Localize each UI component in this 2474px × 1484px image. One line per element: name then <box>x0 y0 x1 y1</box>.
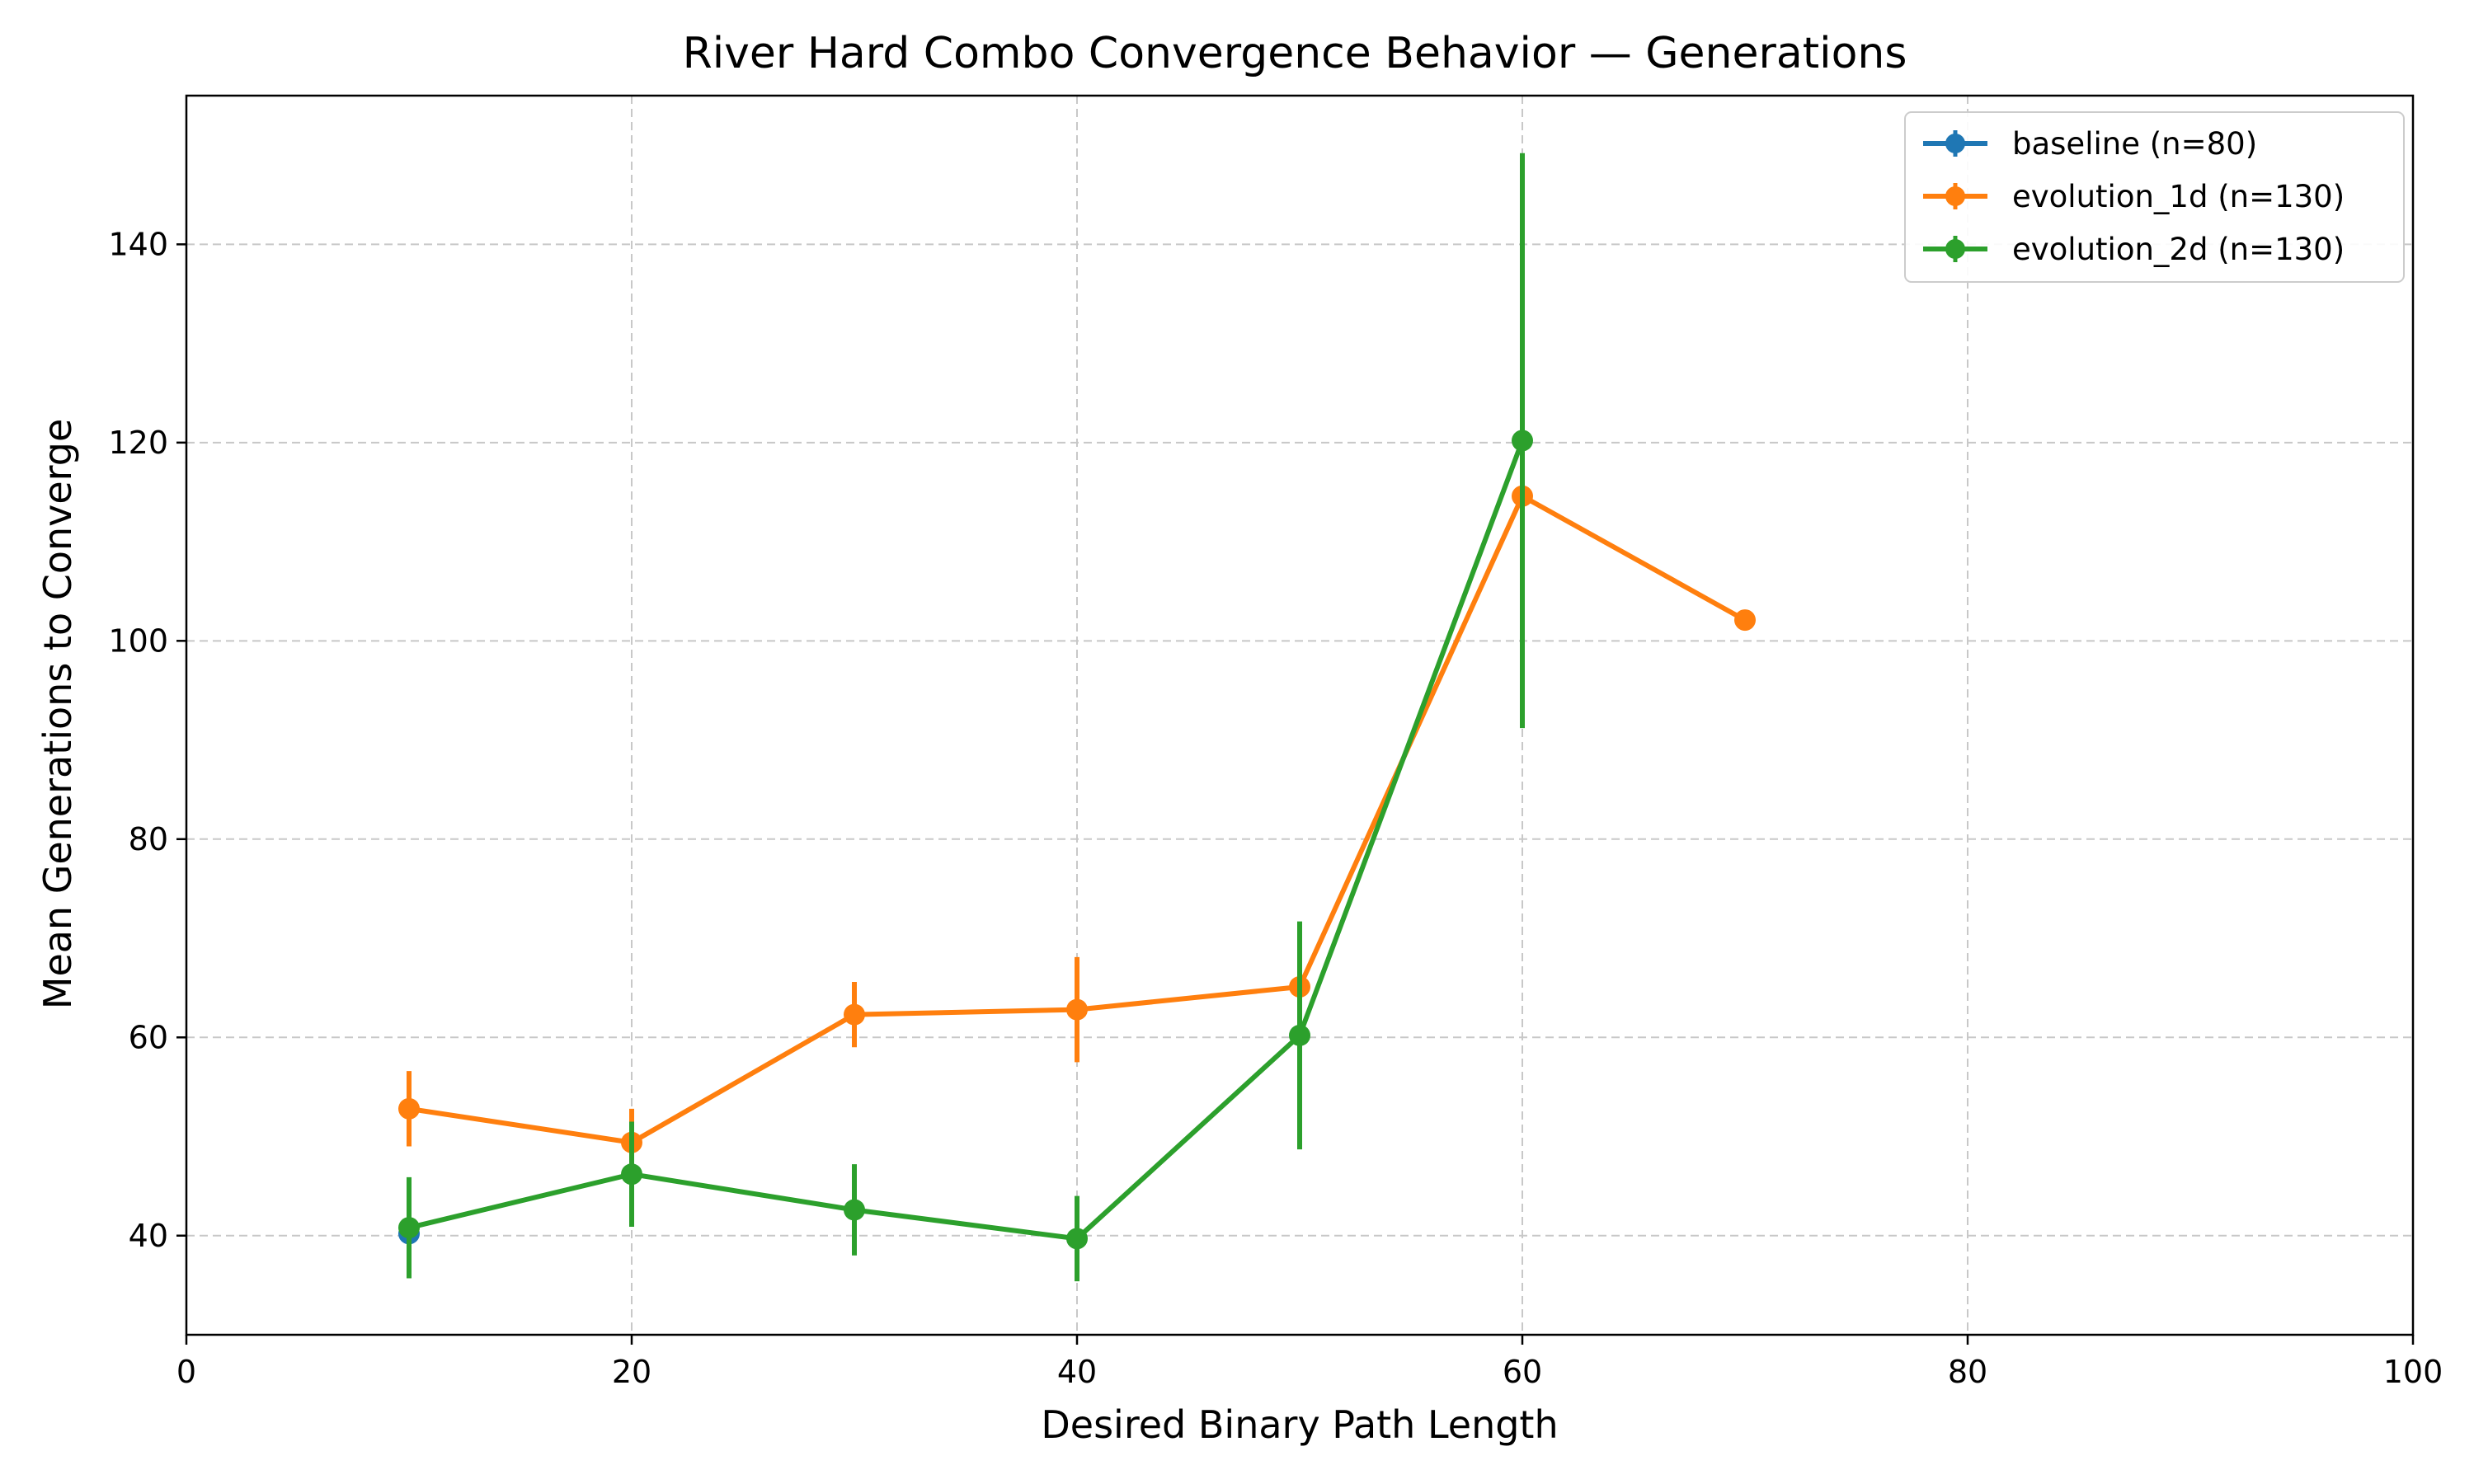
data-point <box>621 1163 642 1186</box>
grid-layer <box>186 96 2413 1335</box>
legend-marker <box>1945 239 1965 259</box>
x-axis-label: Desired Binary Path Length <box>1041 1402 1558 1447</box>
legend-marker <box>1945 186 1965 206</box>
data-point <box>398 1097 420 1120</box>
legend-item: evolution_2d (n=130) <box>1923 232 2345 267</box>
x-tick-label: 100 <box>2383 1354 2443 1390</box>
x-tick-label: 20 <box>612 1354 651 1390</box>
data-point <box>844 1199 865 1221</box>
y-tick-label: 100 <box>108 622 168 659</box>
x-tick-label: 80 <box>1948 1354 1987 1390</box>
y-tick-label: 60 <box>129 1019 168 1055</box>
legend: baseline (n=80) evolution_1d (n=130) evolu… <box>1904 111 2405 283</box>
y-axis-label: Mean Generations to Converge <box>35 419 80 1010</box>
legend-label: baseline (n=80) <box>2012 126 2257 162</box>
x-tick-label: 60 <box>1503 1354 1542 1390</box>
x-tick-label: 0 <box>176 1354 196 1390</box>
y-tick-label: 80 <box>129 821 168 857</box>
y-tick-label: 120 <box>108 425 168 461</box>
legend-label: evolution_1d (n=130) <box>2012 179 2345 214</box>
legend-item: baseline (n=80) <box>1923 126 2257 162</box>
series-line <box>408 439 1525 1242</box>
legend-frame <box>1904 111 2405 283</box>
legend-label: evolution_2d (n=130) <box>2012 232 2345 267</box>
data-point <box>1512 430 1533 452</box>
data-point <box>1066 1228 1088 1250</box>
chart-title: River Hard Combo Convergence Behavior — … <box>683 29 1907 78</box>
data-point <box>398 1217 420 1239</box>
data-point <box>1289 1024 1310 1046</box>
legend-item: evolution_1d (n=130) <box>1923 179 2345 214</box>
legend-marker <box>1945 134 1965 153</box>
data-point <box>1734 609 1756 632</box>
data-layer <box>398 153 1756 1282</box>
x-tick-label: 40 <box>1057 1354 1097 1390</box>
y-tick-label: 40 <box>129 1218 168 1254</box>
y-tick-label: 140 <box>108 226 168 262</box>
data-point <box>844 1003 865 1026</box>
series-2 <box>398 153 1533 1282</box>
plot-frame <box>185 94 2415 1336</box>
data-point <box>1066 998 1088 1021</box>
tick-layer: 0 20 40 60 80 100 40 60 80 100 120 140 <box>108 226 2443 1390</box>
